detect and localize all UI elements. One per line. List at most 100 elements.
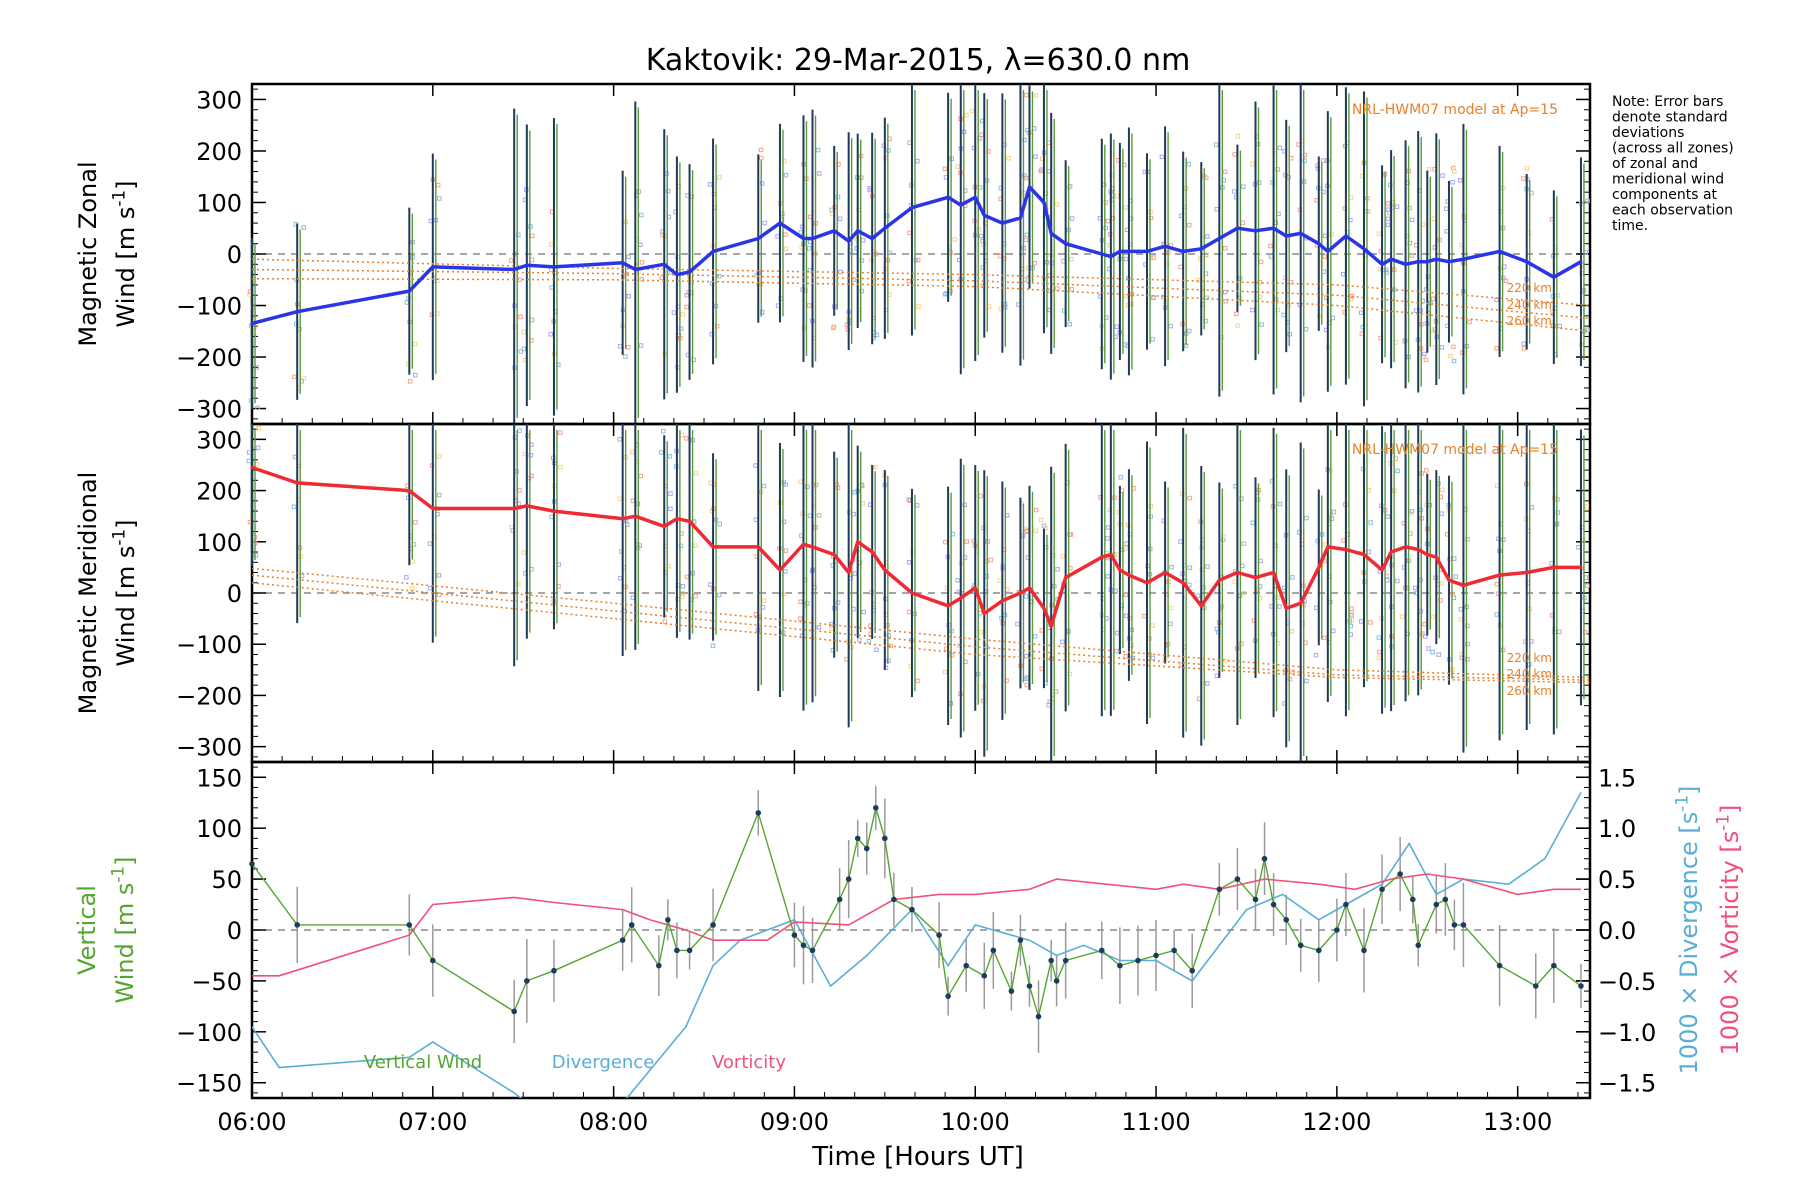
zone-sample (798, 479, 803, 484)
zone-sample (1195, 593, 1201, 599)
note-line: meridional wind (1612, 172, 1724, 188)
data-point (1461, 583, 1465, 587)
y2-tick-label: 1.0 (1598, 815, 1636, 843)
data-point (1049, 624, 1053, 628)
data-point (910, 591, 914, 595)
vertical-wind-point (1315, 947, 1322, 954)
zone-sample (1043, 525, 1049, 531)
data-point (801, 542, 805, 546)
vertical-wind-point (1216, 886, 1223, 893)
vertical-wind-point (294, 922, 301, 928)
vertical-wind-point (1397, 871, 1403, 877)
zone-sample (1105, 218, 1111, 224)
vertical-wind-point (1026, 983, 1033, 989)
zone-sample (798, 599, 803, 605)
zone-sample (1195, 278, 1201, 283)
data-point (778, 221, 782, 225)
data-point (295, 310, 299, 314)
zone-sample (665, 188, 671, 194)
zone-sample (410, 559, 415, 564)
data-point (1447, 260, 1451, 264)
data-point (778, 568, 782, 572)
zone-sample (1024, 653, 1029, 659)
zone-sample (1123, 546, 1129, 551)
x-tick-label: 09:00 (760, 1108, 829, 1136)
zone-sample (680, 594, 685, 600)
zone-sample (1150, 655, 1156, 661)
zone-sample (436, 196, 442, 201)
zone-sample (1395, 468, 1400, 474)
zone-sample (1385, 216, 1391, 222)
y-tick-label: 0 (227, 580, 242, 608)
vertical-wind-point (963, 962, 970, 969)
zone-sample (955, 164, 960, 170)
data-point (1579, 260, 1583, 264)
zone-sample (1060, 554, 1066, 559)
zone-sample (1038, 168, 1043, 174)
data-point (811, 545, 815, 549)
data-point (525, 504, 529, 508)
y2-tick-label: −1.5 (1598, 1070, 1656, 1098)
model-height-label: 260 km (1507, 314, 1552, 328)
vertical-wind-point (882, 835, 888, 842)
data-point (1434, 555, 1438, 559)
model-label: NRL-HWM07 model at Ap=15 (1352, 102, 1558, 118)
zone-sample (1232, 152, 1237, 157)
zone-sample (1555, 510, 1561, 515)
y-axis-label-line2-text: Wind [m s (112, 207, 140, 328)
vertical-wind-point (1035, 1013, 1042, 1020)
zone-sample (1409, 217, 1415, 223)
zone-sample (1465, 657, 1470, 662)
zone-sample (693, 471, 699, 476)
zone-sample (1349, 293, 1355, 299)
zone-sample (558, 464, 563, 470)
x-axis-label: Time [Hours UT] (811, 1142, 1024, 1172)
zone-sample (301, 225, 306, 230)
zone-sample (1221, 533, 1226, 539)
zone-sample (1585, 583, 1590, 588)
zone-sample (837, 216, 843, 222)
y-axis-label-line2-text: Wind [m s (111, 883, 139, 1004)
zone-sample (1118, 475, 1124, 480)
zone-sample (256, 426, 261, 431)
zone-sample (1205, 564, 1210, 569)
zone-sample (1395, 578, 1400, 584)
zone-sample (783, 246, 789, 252)
data-point (1064, 242, 1068, 246)
zone-sample (1331, 509, 1337, 515)
zone-sample (617, 437, 622, 442)
zone-sample (1448, 353, 1453, 359)
zone-sample (413, 520, 418, 525)
y-tick-label: −50 (191, 968, 242, 996)
vertical-wind-point (1578, 983, 1584, 989)
data-point (1217, 578, 1221, 582)
zone-sample (1349, 612, 1354, 618)
y-tick-label: −200 (176, 344, 242, 372)
zone-sample (1426, 646, 1431, 651)
zone-sample (1069, 287, 1074, 292)
zone-sample (638, 212, 644, 218)
zone-sample (874, 647, 879, 652)
zone-sample (1383, 267, 1389, 273)
zone-sample (861, 609, 866, 615)
y-tick-label: 300 (196, 426, 242, 454)
zone-sample (1033, 93, 1039, 98)
data-point (1284, 606, 1288, 610)
data-point (1579, 565, 1583, 569)
vertical-wind-point (809, 947, 816, 954)
zone-sample (781, 519, 787, 525)
vertical-wind-point (1189, 967, 1196, 974)
data-point (1416, 547, 1420, 551)
x-axis-ticks: 06:00 07:00 08:00 09:00 10:00 11:00 12:00 13:00 (217, 1108, 1552, 1136)
zone-sample (913, 258, 919, 263)
zone-sample (1304, 678, 1309, 684)
zone-sample (762, 220, 767, 226)
zone-sample (1368, 520, 1373, 525)
zone-sample (1368, 620, 1373, 625)
zone-sample (1232, 189, 1237, 194)
zone-sample (1222, 289, 1228, 295)
data-point (1525, 260, 1529, 264)
zone-sample (1289, 628, 1295, 634)
zone-sample (1413, 585, 1418, 591)
zone-sample (693, 593, 698, 599)
